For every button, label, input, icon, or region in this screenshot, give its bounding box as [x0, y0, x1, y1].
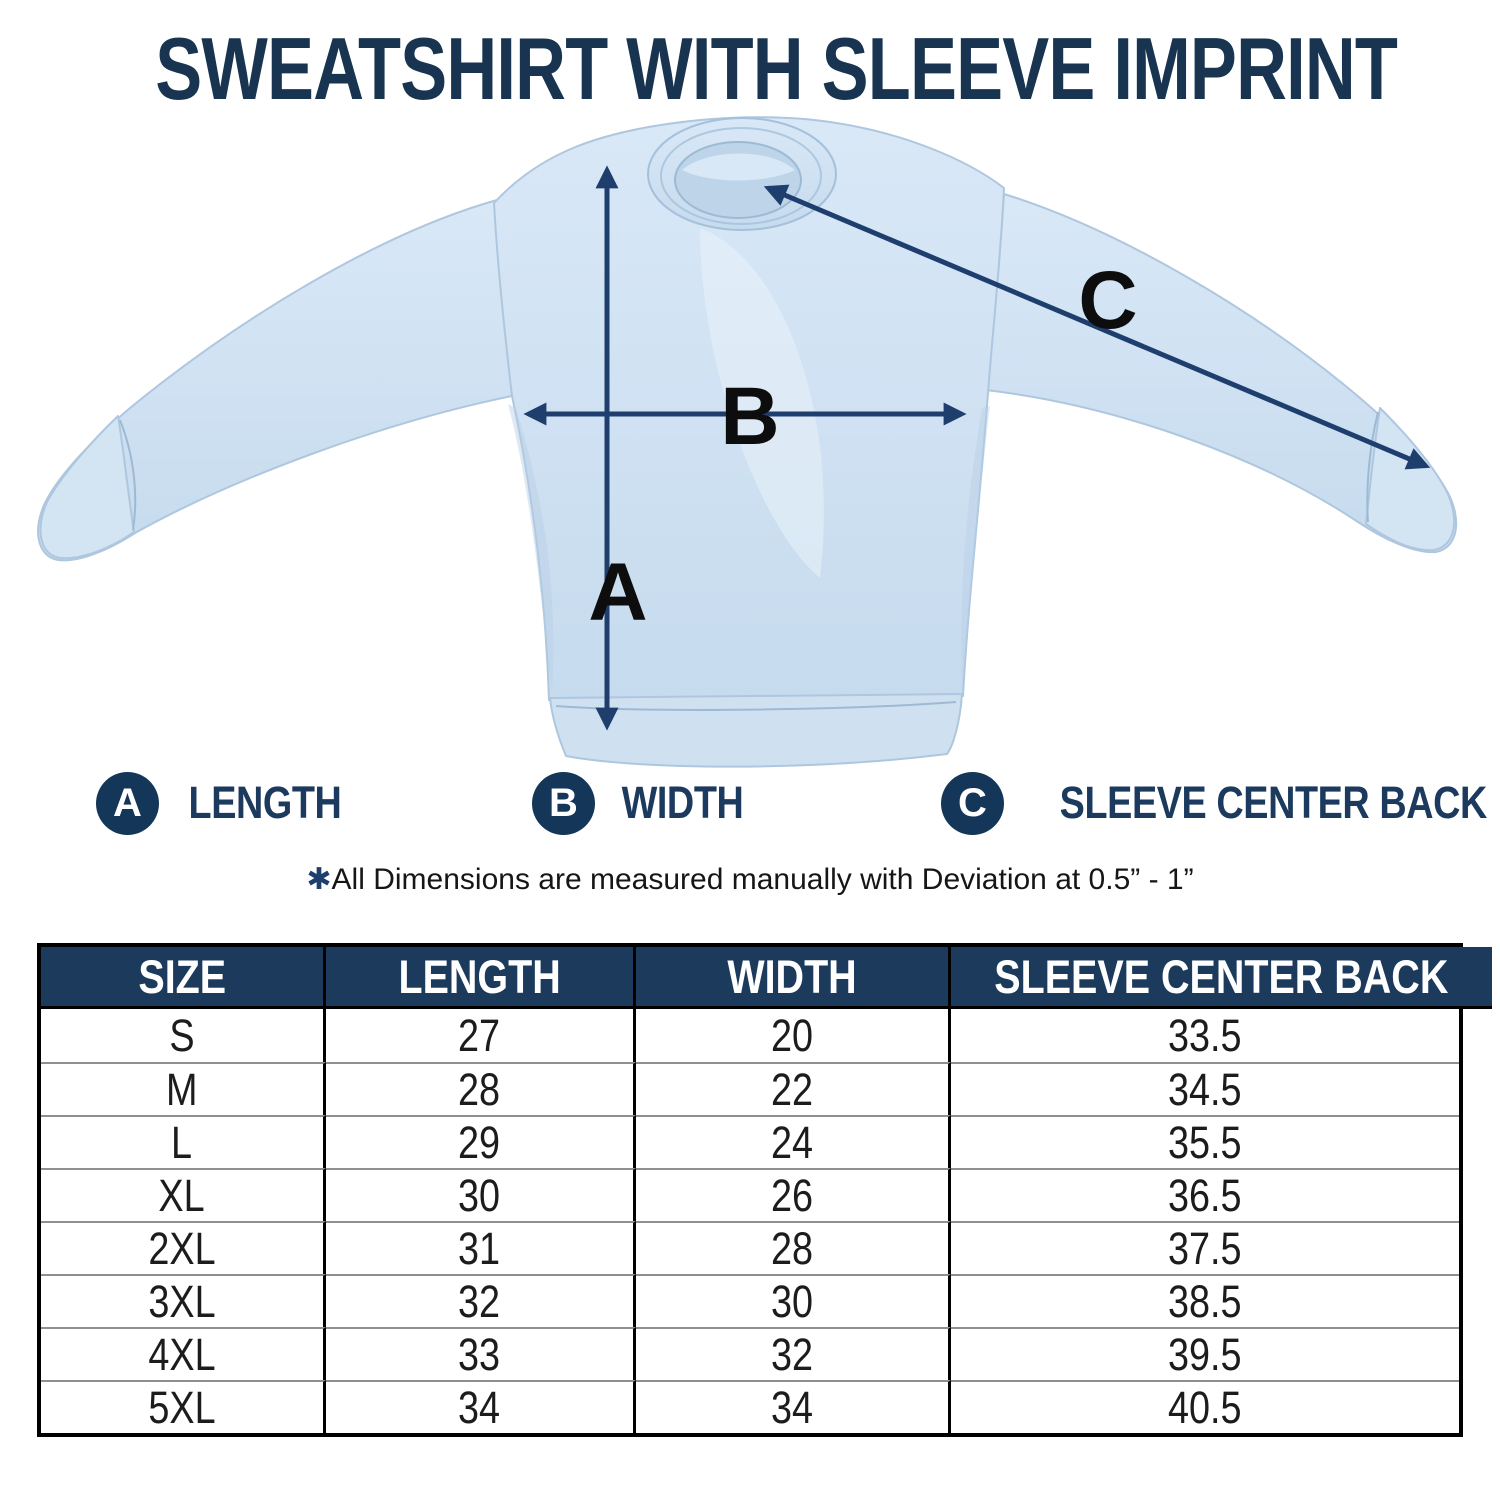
cell-sleeve: 35.5 — [951, 1115, 1459, 1168]
cell-size: L — [41, 1115, 326, 1168]
cell-width: 20 — [636, 1009, 951, 1062]
collar-seam — [660, 127, 822, 225]
legend-label-sleeve-center-back: SLEEVE CENTER BACK — [1059, 777, 1488, 828]
measurement-note-text: All Dimensions are measured manually wit… — [331, 863, 1194, 896]
table-row: L 29 24 35.5 — [41, 1115, 1459, 1168]
header-cell-sleeve-center-back: SLEEVE CENTER BACK — [951, 947, 1492, 1009]
cell-length: 31 — [326, 1221, 636, 1274]
arrow-c-sleeve-center-back — [763, 184, 1431, 470]
badge-b: B — [532, 771, 595, 835]
cell-length: 27 — [326, 1009, 636, 1062]
badge-c: C — [941, 771, 1004, 835]
table-row: 4XL 33 32 39.5 — [41, 1327, 1459, 1380]
cell-size: 2XL — [41, 1221, 326, 1274]
right-cuff — [1365, 407, 1456, 552]
collar-back — [682, 153, 795, 181]
cell-width: 22 — [636, 1062, 951, 1115]
dim-label-b: B — [720, 371, 779, 462]
cell-sleeve: 33.5 — [1168, 1010, 1242, 1061]
page-title-text: SWEATSHIRT WITH SLEEVE IMPRINT — [155, 19, 1398, 118]
table-header-row: SIZE LENGTH WIDTH SLEEVE CENTER BACK — [41, 947, 1492, 1009]
cell-size: 4XL — [41, 1327, 326, 1380]
cell-size: 3XL — [41, 1274, 326, 1327]
asterisk-icon: ✱ — [306, 863, 332, 896]
measurement-note: ✱All Dimensions are measured manually wi… — [0, 862, 1500, 897]
header-cell-length: LENGTH — [326, 947, 636, 1009]
dim-label-c: C — [1078, 255, 1137, 346]
sweatshirt-diagram: A B C — [37, 116, 1458, 768]
fold-shade-left — [508, 404, 554, 693]
legend-item-sleeve-center-back: C SLEEVE CENTER BACK — [941, 770, 1500, 836]
header-cell-width: WIDTH — [636, 947, 951, 1009]
cell-size: S — [41, 1009, 326, 1062]
cell-sleeve: 39.5 — [951, 1327, 1459, 1380]
legend-label-length: LENGTH — [188, 777, 342, 828]
cell-width: 32 — [636, 1327, 951, 1380]
cell-width: 28 — [636, 1221, 951, 1274]
table-row: 2XL 31 28 37.5 — [41, 1221, 1459, 1274]
table-row: 5XL 34 34 40.5 — [41, 1380, 1459, 1433]
fold-shade-right — [961, 406, 990, 690]
cell-width: 24 — [636, 1115, 951, 1168]
dim-label-a: A — [588, 547, 647, 638]
cell-length: 29 — [326, 1115, 636, 1168]
table-row: S 27 20 33.5 — [41, 1009, 1459, 1062]
size-table: SIZE LENGTH WIDTH SLEEVE CENTER BACK S 2… — [37, 943, 1492, 1437]
cell-length: 32 — [326, 1274, 636, 1327]
table-row: XL 30 26 36.5 — [41, 1168, 1459, 1221]
left-cuff-seam — [119, 419, 137, 531]
cell-sleeve: 37.5 — [951, 1221, 1459, 1274]
cell-size: XL — [41, 1168, 326, 1221]
legend-label-width: WIDTH — [621, 777, 744, 828]
cell-length: 30 — [326, 1168, 636, 1221]
cell-length: 34 — [326, 1380, 636, 1433]
cell-size: M — [41, 1062, 326, 1115]
table-row: M 28 22 34.5 — [41, 1062, 1459, 1115]
cell-sleeve: 36.5 — [951, 1168, 1459, 1221]
cell-size: 5XL — [41, 1380, 326, 1433]
waistband — [549, 693, 963, 768]
page-title: SWEATSHIRT WITH SLEEVE IMPRINT — [0, 18, 1500, 120]
legend-item-length: A LENGTH — [96, 770, 356, 836]
badge-a: A — [96, 771, 159, 835]
table-row: 3XL 32 30 38.5 — [41, 1274, 1459, 1327]
cell-sleeve: 40.5 — [951, 1380, 1459, 1433]
cell-width: 26 — [636, 1168, 951, 1221]
cell-sleeve: 38.5 — [951, 1274, 1459, 1327]
cell-width: 34 — [636, 1380, 951, 1433]
cell-width: 30 — [636, 1274, 951, 1327]
measurement-arrows: A B C — [523, 165, 1431, 731]
cell-sleeve: 34.5 — [951, 1062, 1459, 1115]
cell-length: 28 — [326, 1062, 636, 1115]
header-cell-size: SIZE — [41, 947, 326, 1009]
cell-length: 33 — [326, 1327, 636, 1380]
legend-item-width: B WIDTH — [532, 770, 755, 836]
left-cuff — [39, 415, 135, 560]
